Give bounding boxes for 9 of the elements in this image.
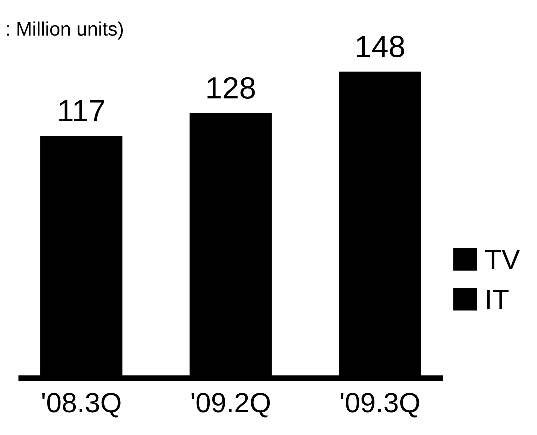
data-label: 148	[357, 36, 404, 58]
legend-label: IT	[487, 290, 509, 310]
legend-label: TV	[485, 250, 520, 270]
x-tick-label: '08.3Q	[42, 393, 121, 418]
data-label: 128	[208, 77, 256, 99]
x-tick-label: '09.2Q	[192, 393, 270, 418]
x-tick-label: '09.3Q	[341, 393, 420, 418]
text: : Million units)	[7, 22, 124, 40]
data-label: 117	[60, 100, 104, 122]
